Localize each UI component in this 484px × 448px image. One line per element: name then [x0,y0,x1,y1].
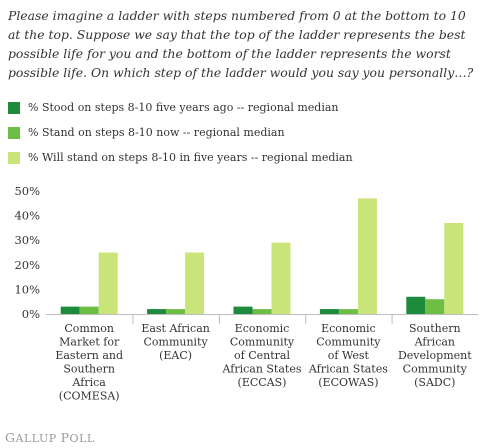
bar-in-five-years [185,252,205,314]
bar-in-five-years [271,242,291,314]
bar-now [166,309,186,314]
y-tick-label: 40% [14,209,40,223]
bar-five-years-ago [319,309,339,314]
y-tick-label: 50% [14,184,40,198]
x-tick-label: Common Market for Eastern and Southern Afric… [55,322,123,403]
y-tick-label: 30% [14,233,40,247]
bar-now [252,309,272,314]
bar-five-years-ago [233,306,253,314]
legend-swatch-in-five-years [8,151,20,164]
legend-label-five-years-ago: % Stood on steps 8-10 five years ago -- … [28,101,339,114]
legend: % Stood on steps 8-10 five years ago -- … [8,95,478,170]
logo-text-oll: OLL [69,432,95,445]
legend-swatch-five-years-ago [8,101,20,114]
legend-item-in-five-years: % Will stand on steps 8-10 in five years… [8,145,478,170]
x-tick-label: Economic Community of West African States (E… [308,322,388,389]
y-tick-label: 0% [22,307,40,321]
y-tick-label: 20% [14,258,40,272]
bar-five-years-ago [147,309,167,314]
legend-label-now: % Stand on steps 8-10 now -- regional me… [28,126,285,139]
bar-five-years-ago [406,296,426,314]
legend-label-in-five-years: % Will stand on steps 8-10 in five years… [28,151,353,164]
logo-letter-p: P [60,430,70,445]
legend-item-five-years-ago: % Stood on steps 8-10 five years ago -- … [8,95,478,120]
bar-in-five-years [98,252,118,314]
x-tick-label: Economic Community of Central African State… [222,322,302,389]
y-tick-label: 10% [14,282,40,296]
chart-title: Please imagine a ladder with steps numbe… [8,8,474,80]
x-tick-label: Southern African Development Community (SADC… [398,322,472,389]
logo-text-allup: ALLUP [15,432,61,445]
bar-in-five-years [444,222,464,314]
bar-now [338,309,358,314]
bar-now [79,306,99,314]
x-tick-label: East African Community (EAC) [141,322,210,362]
logo-letter-g: G [5,430,16,445]
legend-swatch-now [8,126,20,139]
bar-now [425,299,445,314]
gallup-poll-logo: GALLUP POLL [5,430,95,445]
legend-item-now: % Stand on steps 8-10 now -- regional me… [8,120,478,145]
bar-in-five-years [357,198,377,314]
bar-five-years-ago [60,306,80,314]
